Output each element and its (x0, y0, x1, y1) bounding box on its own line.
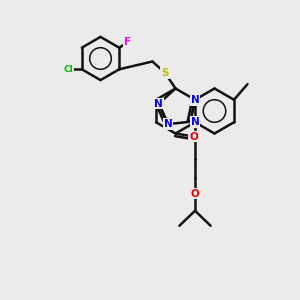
Text: N: N (190, 117, 200, 127)
Text: S: S (161, 68, 169, 78)
Text: O: O (189, 131, 198, 142)
Text: F: F (124, 37, 131, 47)
Text: N: N (154, 99, 163, 109)
Text: Cl: Cl (63, 65, 73, 74)
Text: N: N (164, 119, 172, 129)
Text: N: N (190, 95, 200, 105)
Text: O: O (190, 189, 200, 199)
